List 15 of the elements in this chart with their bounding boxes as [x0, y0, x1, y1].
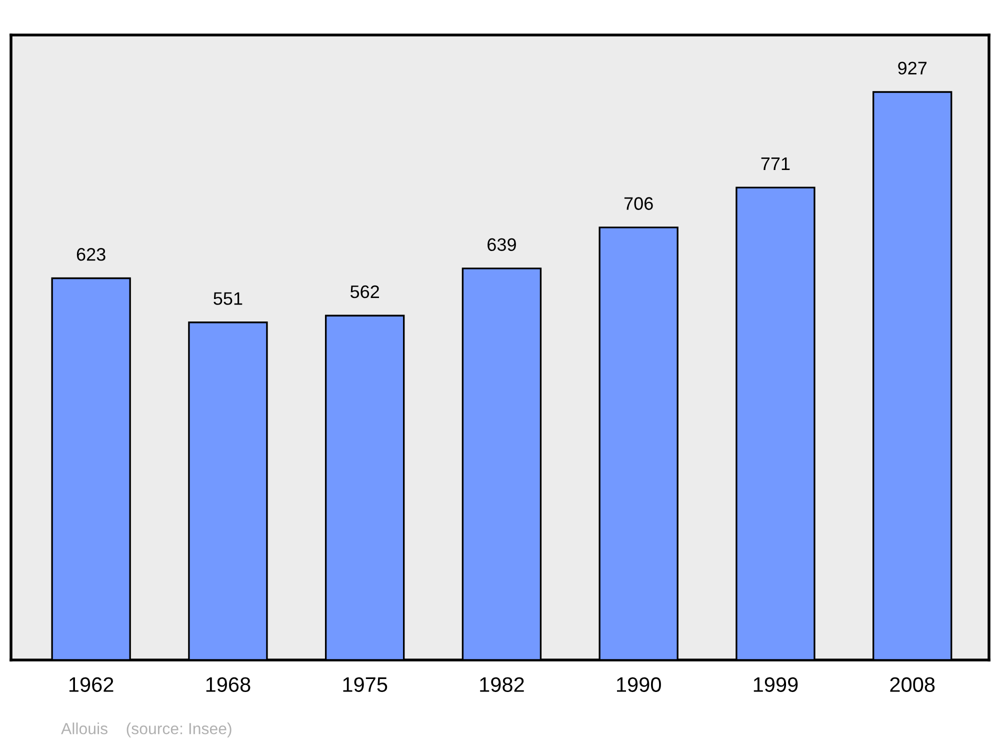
x-tick-label: 1968	[206, 677, 250, 692]
data-label: 771	[761, 158, 790, 170]
data-label: 639	[488, 238, 516, 251]
data-label: 623	[76, 248, 106, 261]
data-label: 562	[350, 285, 379, 298]
x-tick-label: 1982	[480, 677, 524, 692]
x-tick-label: 2008	[890, 677, 935, 692]
data-label: 551	[214, 292, 242, 305]
x-tick-label: 1975	[343, 677, 388, 692]
x-tick-label: 1962	[69, 677, 114, 692]
data-label: 927	[898, 62, 927, 75]
x-tick-label: 1990	[617, 677, 661, 692]
x-tick-label: 1999	[754, 677, 798, 692]
text: Allouis (source: Insee)	[61, 722, 232, 738]
data-label: 706	[624, 197, 653, 210]
